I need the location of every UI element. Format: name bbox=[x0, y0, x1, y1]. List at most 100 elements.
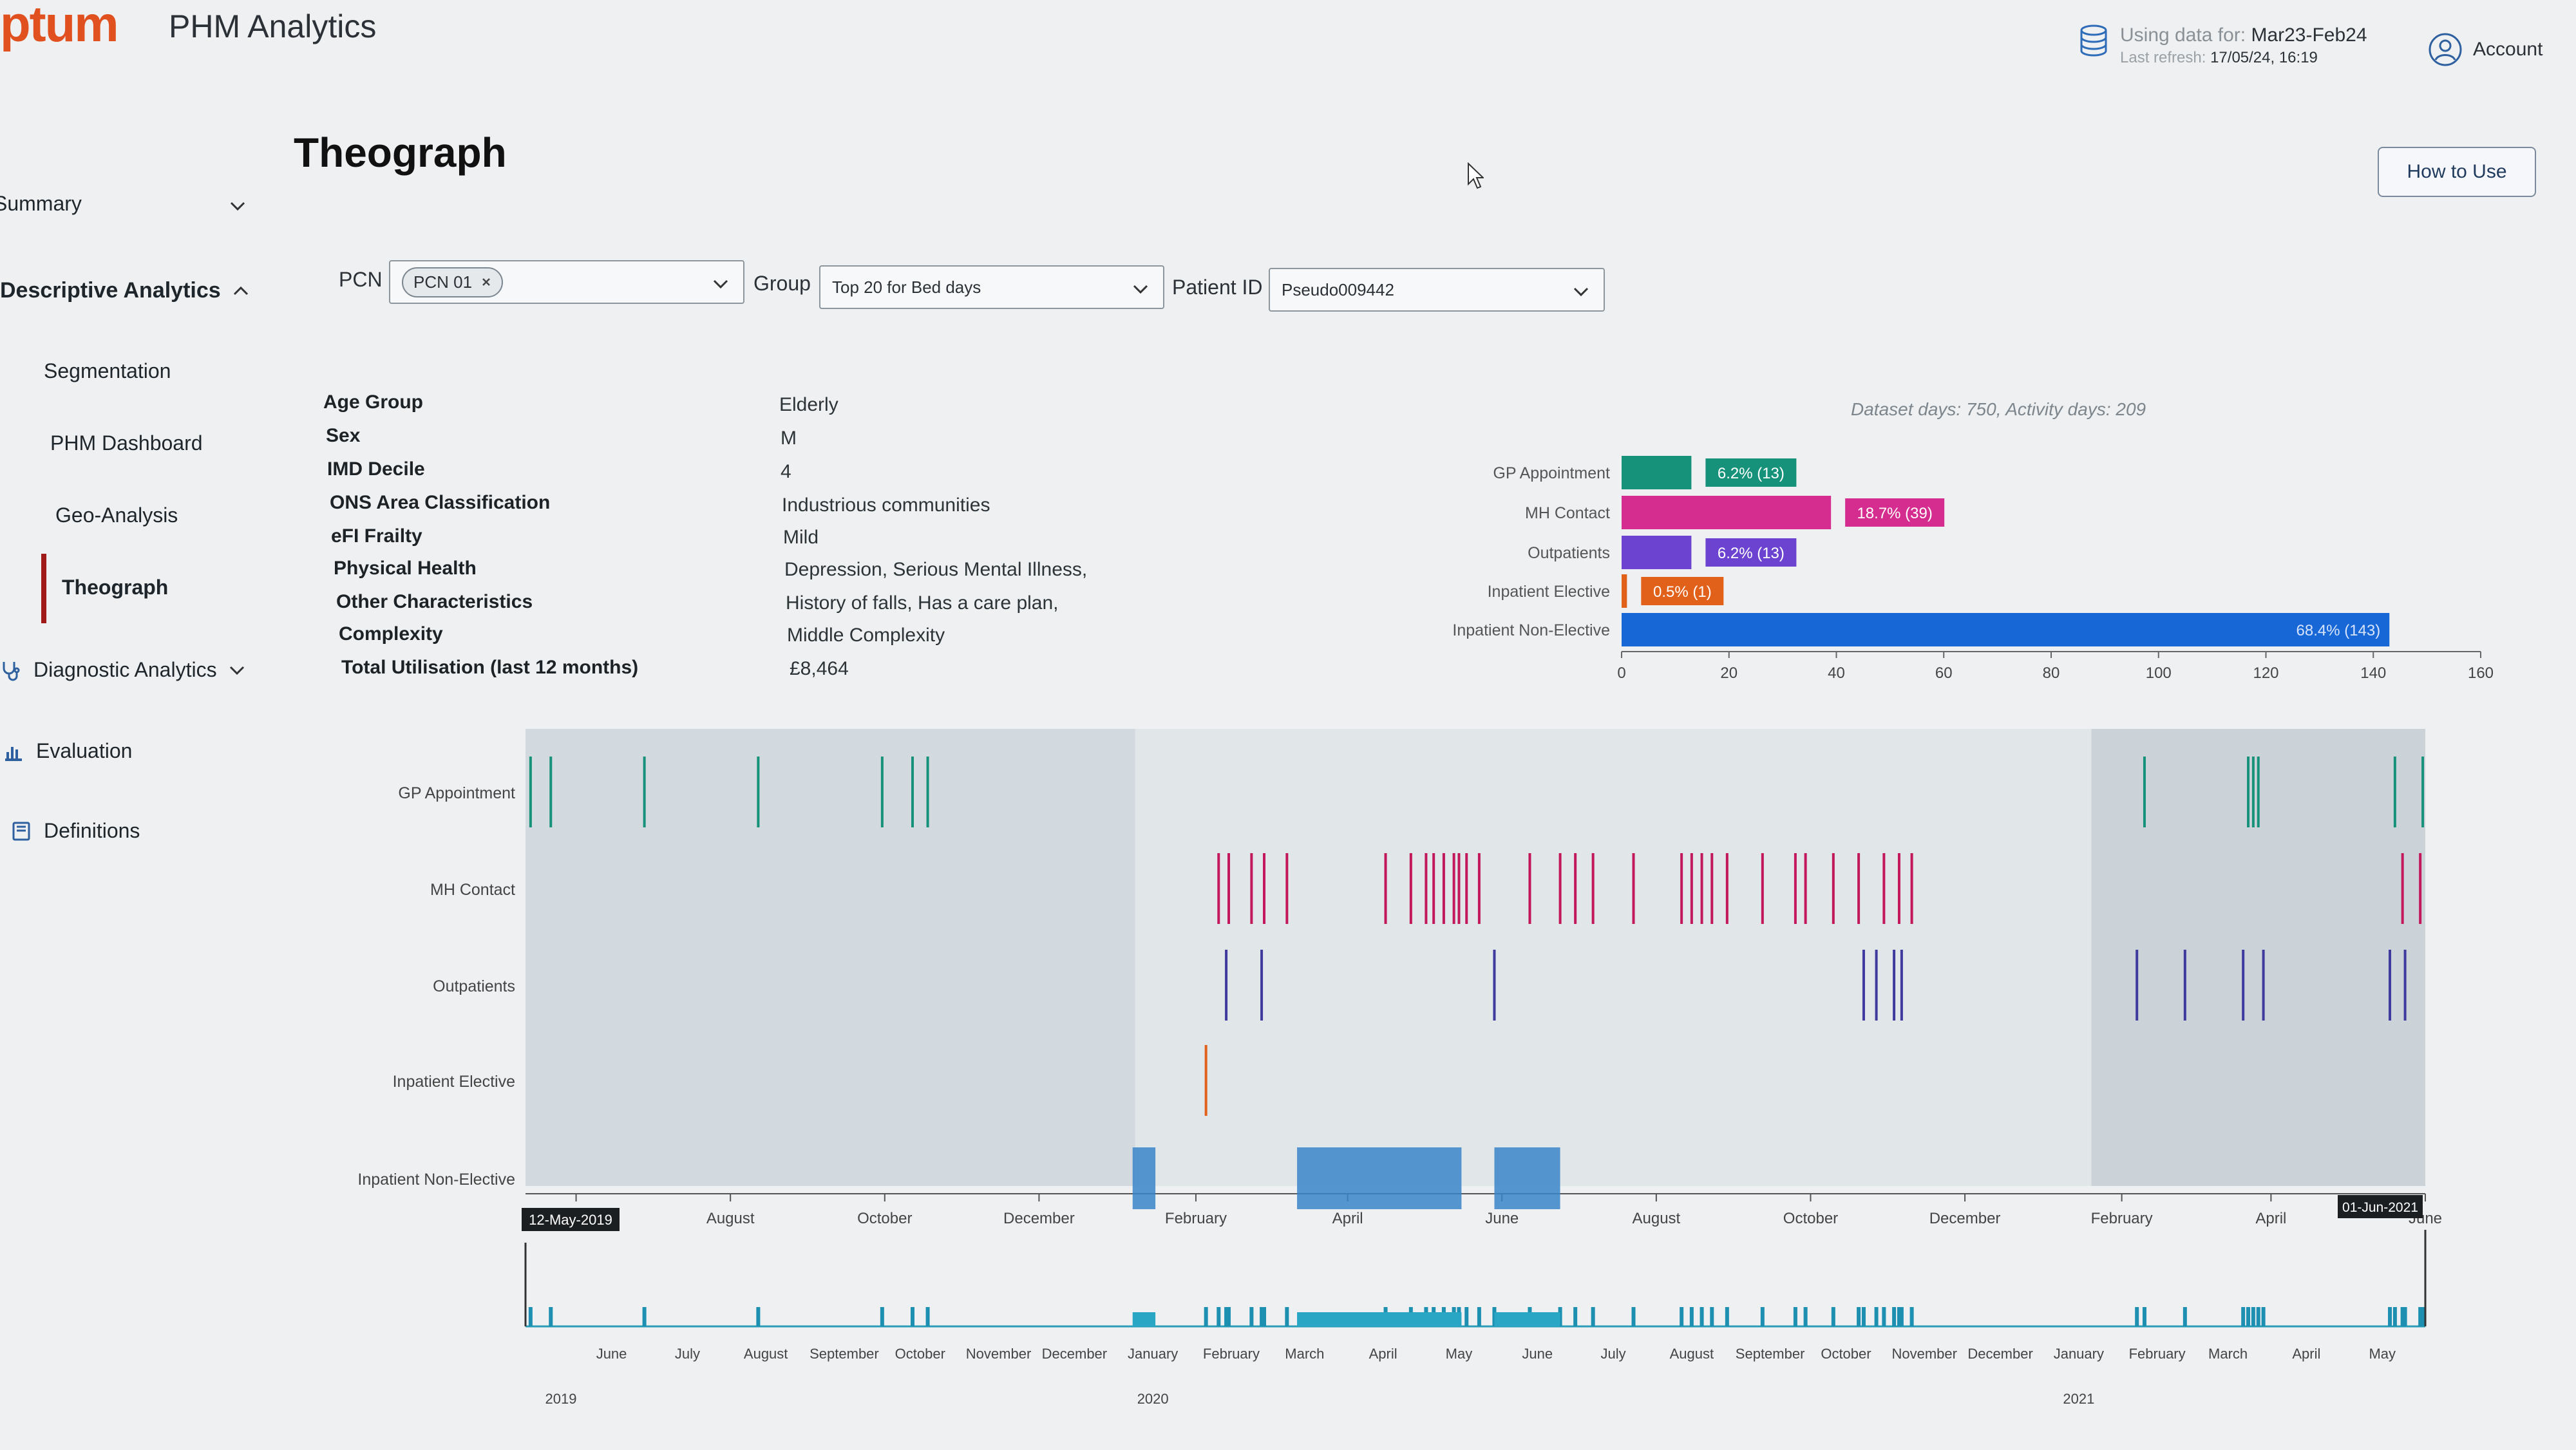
navigator-month-label: December bbox=[1042, 1346, 1107, 1362]
group-select[interactable]: Top 20 for Bed days bbox=[819, 265, 1164, 309]
x-tick-label: 120 bbox=[2253, 664, 2278, 682]
navigator-month-label: July bbox=[675, 1346, 700, 1362]
sidebar-item-theograph[interactable]: Theograph bbox=[62, 576, 168, 599]
navigator-spike bbox=[2142, 1307, 2146, 1326]
bar-category-label: MH Contact bbox=[1525, 504, 1610, 522]
range-start-label: 12-May-2019 bbox=[529, 1212, 612, 1228]
sidebar-item-evaluation[interactable]: Evaluation bbox=[3, 739, 132, 763]
database-icon bbox=[2080, 24, 2107, 57]
bar-data-label-box bbox=[1705, 458, 1797, 487]
brand-logo: ptum bbox=[0, 0, 119, 52]
navigator-spike bbox=[1227, 1307, 1231, 1326]
navigator-month-label: April bbox=[2292, 1346, 2320, 1362]
chevron-down-icon bbox=[230, 202, 245, 211]
chevron-down-icon bbox=[229, 666, 244, 675]
pcn-select[interactable]: PCN 01 bbox=[389, 260, 744, 304]
range-end-label: 01-Jun-2021 bbox=[2342, 1200, 2418, 1215]
timeline-row-label: Inpatient Non-Elective bbox=[357, 1171, 515, 1189]
navigator-month-label: September bbox=[810, 1346, 879, 1362]
sidebar-item-definitions[interactable]: Definitions bbox=[10, 819, 140, 843]
bar bbox=[1622, 456, 1692, 489]
navigator-month-label: February bbox=[2129, 1346, 2186, 1362]
navigator-month-label: March bbox=[1285, 1346, 1324, 1362]
account-button[interactable]: Account bbox=[2428, 32, 2543, 67]
account-icon bbox=[2429, 33, 2462, 66]
navigator-spike bbox=[1260, 1307, 1264, 1326]
bar-category-label: GP Appointment bbox=[1493, 464, 1610, 482]
detail-label: Physical Health bbox=[334, 558, 477, 579]
x-tick-label: 80 bbox=[2043, 664, 2060, 682]
navigator-spike bbox=[2251, 1307, 2255, 1326]
theograph-timeline[interactable]: GP Appointment MH Contact Outpatients Inpat… bbox=[348, 728, 2492, 1410]
sidebar-item-phm-dashboard[interactable]: PHM Dashboard bbox=[50, 431, 203, 455]
navigator-spike bbox=[1831, 1307, 1835, 1326]
navigator-spike bbox=[1861, 1307, 1866, 1326]
chevron-down-icon bbox=[1573, 287, 1589, 297]
detail-value: 4 bbox=[781, 461, 791, 482]
patient-id-value: Pseudo009442 bbox=[1282, 279, 1394, 299]
pcn-chip[interactable]: PCN 01 bbox=[402, 267, 504, 297]
navigator-spike bbox=[2418, 1307, 2423, 1326]
bar-data-label: 6.2% (13) bbox=[1718, 545, 1785, 562]
x-tick-label: 0 bbox=[1617, 664, 1625, 682]
detail-label: eFI Frailty bbox=[331, 525, 422, 547]
navigator-spike bbox=[2388, 1307, 2392, 1326]
navigator-spike bbox=[1285, 1307, 1289, 1326]
navigator-month-label: March bbox=[2208, 1346, 2248, 1362]
bar-data-label-box bbox=[1705, 538, 1797, 567]
sidebar-item-label: Diagnostic Analytics bbox=[33, 658, 217, 681]
navigator-area bbox=[1494, 1312, 1560, 1326]
x-tick-label: 140 bbox=[2360, 664, 2386, 682]
shaded-period bbox=[526, 729, 1135, 1186]
sidebar-item-label: PHM Dashboard bbox=[50, 431, 203, 455]
stay-block bbox=[1297, 1147, 1462, 1209]
sidebar-item-summary[interactable]: Summary bbox=[0, 192, 245, 216]
sidebar-item-diagnostic-analytics[interactable]: Diagnostic Analytics bbox=[0, 658, 245, 682]
timeline-tick-label: April bbox=[2255, 1210, 2286, 1227]
data-status: Using data for: Mar23-Feb24 Last refresh… bbox=[2079, 24, 2367, 67]
detail-value: History of falls, Has a care plan, bbox=[786, 592, 1059, 614]
timeline-tick-label: August bbox=[1632, 1210, 1680, 1227]
sidebar-item-geo-analysis[interactable]: Geo-Analysis bbox=[55, 504, 178, 527]
navigator-spike bbox=[1262, 1307, 1267, 1326]
navigator-spike bbox=[1857, 1307, 1861, 1326]
navigator-month-label: January bbox=[2054, 1346, 2104, 1362]
navigator-month-label: November bbox=[966, 1346, 1031, 1362]
navigator-spike bbox=[1558, 1307, 1562, 1326]
navigator-spike bbox=[1793, 1307, 1797, 1326]
sidebar-item-label: Segmentation bbox=[44, 359, 171, 382]
patient-id-select[interactable]: Pseudo009442 bbox=[1269, 268, 1605, 312]
detail-value: £8,464 bbox=[790, 658, 849, 679]
timeline-tick-label: August bbox=[706, 1210, 755, 1227]
app-title: PHM Analytics bbox=[169, 8, 377, 44]
navigator-area bbox=[1132, 1312, 1156, 1326]
navigator-spike bbox=[528, 1307, 533, 1326]
sidebar-item-label: Descriptive Analytics bbox=[0, 278, 221, 303]
detail-label: Other Characteristics bbox=[336, 591, 533, 612]
bar-data-label: 6.2% (13) bbox=[1718, 465, 1785, 482]
navigator-spike bbox=[2261, 1307, 2266, 1326]
group-select-value: Top 20 for Bed days bbox=[832, 277, 981, 297]
timeline-row-label: GP Appointment bbox=[398, 784, 515, 802]
navigator-month-label: October bbox=[1821, 1346, 1871, 1362]
sidebar-item-segmentation[interactable]: Segmentation bbox=[44, 359, 171, 383]
range-start-badge bbox=[522, 1208, 620, 1231]
how-to-use-button[interactable]: How to Use bbox=[2378, 147, 2536, 197]
bar-data-label-box bbox=[1641, 577, 1724, 605]
detail-value: Middle Complexity bbox=[787, 625, 945, 646]
timeline-row-label: Outpatients bbox=[433, 977, 515, 995]
bar bbox=[1622, 574, 1627, 608]
bar bbox=[1622, 496, 1832, 529]
detail-value: Industrious communities bbox=[782, 494, 990, 516]
bar-data-label-box bbox=[1845, 498, 1945, 527]
navigator-spike bbox=[925, 1307, 930, 1326]
sidebar-item-descriptive-analytics[interactable]: Descriptive Analytics bbox=[0, 278, 249, 303]
navigator-spike bbox=[1680, 1307, 1684, 1326]
navigator-spike bbox=[1803, 1307, 1808, 1326]
detail-value: Depression, Serious Mental Illness, bbox=[784, 559, 1088, 580]
sidebar-item-label: Definitions bbox=[44, 819, 140, 842]
navigator-spike bbox=[642, 1307, 647, 1326]
x-tick-label: 20 bbox=[1720, 664, 1738, 682]
close-icon[interactable] bbox=[481, 277, 491, 287]
timeline-tick-label: October bbox=[1783, 1210, 1838, 1227]
